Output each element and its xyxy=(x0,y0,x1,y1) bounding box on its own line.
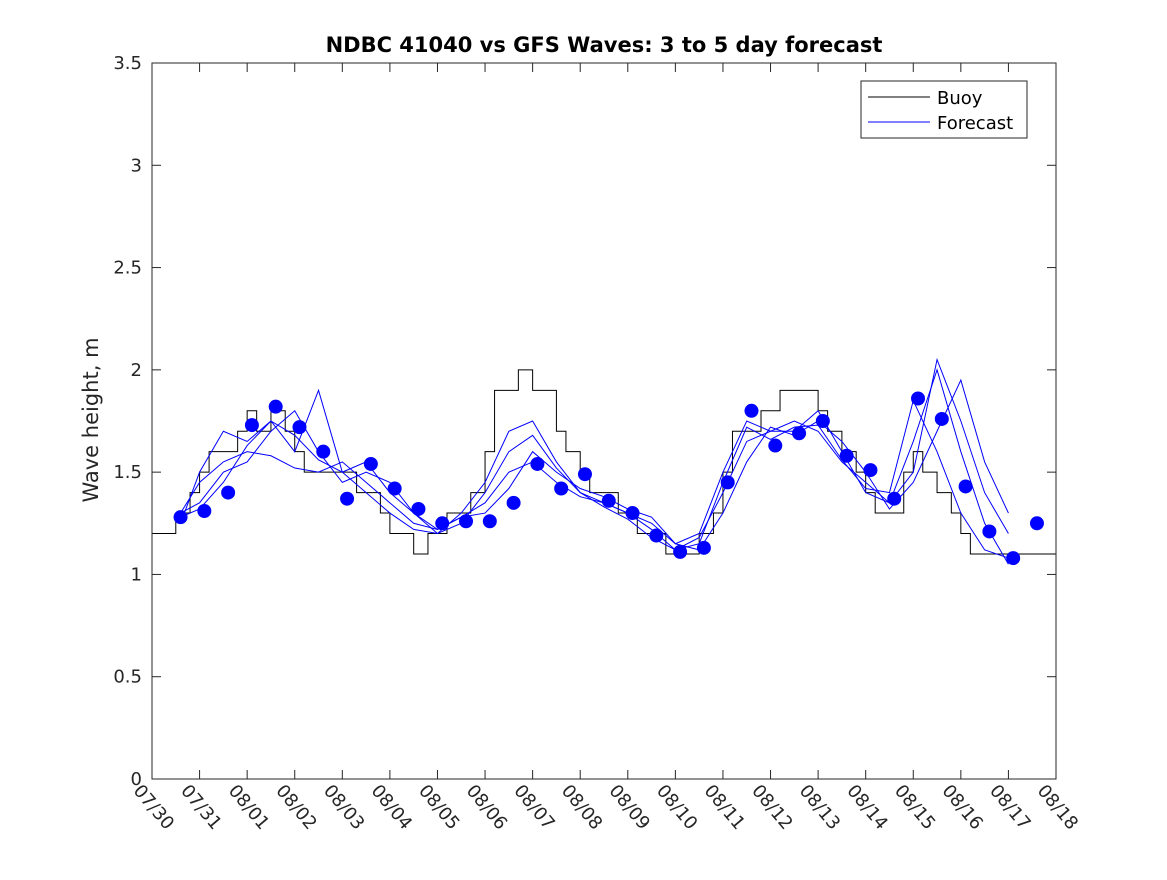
forecast-marker xyxy=(839,448,854,463)
forecast-marker xyxy=(887,491,902,506)
y-tick-label: 1.5 xyxy=(113,462,142,483)
y-tick-label: 0 xyxy=(131,769,142,790)
forecast-marker xyxy=(982,524,997,539)
forecast-marker xyxy=(792,426,807,441)
y-tick-label: 3 xyxy=(131,155,142,176)
forecast-marker xyxy=(625,506,640,521)
axes xyxy=(151,62,1057,780)
forecast-marker xyxy=(934,411,949,426)
plot-frame xyxy=(151,62,1057,780)
forecast-line-2 xyxy=(180,368,1009,565)
forecast-marker xyxy=(1006,551,1021,566)
forecast-marker xyxy=(435,516,450,531)
forecast-marker xyxy=(815,414,830,428)
forecast-marker xyxy=(459,514,474,529)
forecast-marker xyxy=(363,456,378,471)
forecast-marker xyxy=(554,481,569,496)
forecast-marker xyxy=(911,391,926,406)
forecast-marker xyxy=(768,438,783,453)
y-tick-label: 2 xyxy=(131,360,142,381)
chart-title: NDBC 41040 vs GFS Waves: 3 to 5 day fore… xyxy=(326,33,883,57)
forecast-line-3 xyxy=(180,357,1009,545)
y-tick-label: 2.5 xyxy=(113,258,142,279)
forecast-marker xyxy=(316,444,331,459)
legend-buoy-label: Buoy xyxy=(937,88,983,109)
forecast-marker xyxy=(744,403,759,418)
y-axis-label: Wave height, m xyxy=(79,337,103,502)
forecast-marker xyxy=(530,456,545,471)
forecast-marker xyxy=(482,514,497,529)
forecast-line-4 xyxy=(180,378,1009,551)
legend: Buoy Forecast xyxy=(860,80,1028,139)
forecast-marker xyxy=(696,540,711,555)
forecast-marker xyxy=(506,495,521,510)
forecast-marker xyxy=(244,418,259,433)
forecast-marker xyxy=(340,491,355,506)
forecast-marker xyxy=(1029,516,1044,531)
legend-forecast-label: Forecast xyxy=(937,113,1013,134)
forecast-marker xyxy=(673,544,688,559)
plot-series xyxy=(152,357,1056,566)
legend-box xyxy=(860,80,1028,139)
forecast-marker xyxy=(601,493,616,508)
forecast-marker xyxy=(221,485,236,500)
y-tick-label: 1 xyxy=(131,564,142,585)
forecast-marker xyxy=(958,479,973,494)
forecast-marker xyxy=(411,501,426,516)
forecast-marker xyxy=(387,481,402,496)
forecast-marker xyxy=(863,463,878,478)
y-tick-label: 3.5 xyxy=(113,53,142,74)
forecast-marker xyxy=(720,475,735,490)
forecast-marker xyxy=(173,510,188,525)
forecast-marker xyxy=(577,467,592,482)
buoy-line xyxy=(152,369,1056,555)
y-tick-label: 0.5 xyxy=(113,667,142,688)
forecast-marker xyxy=(292,420,307,435)
forecast-marker xyxy=(268,399,283,414)
forecast-marker xyxy=(649,528,664,543)
forecast-marker xyxy=(197,504,212,519)
